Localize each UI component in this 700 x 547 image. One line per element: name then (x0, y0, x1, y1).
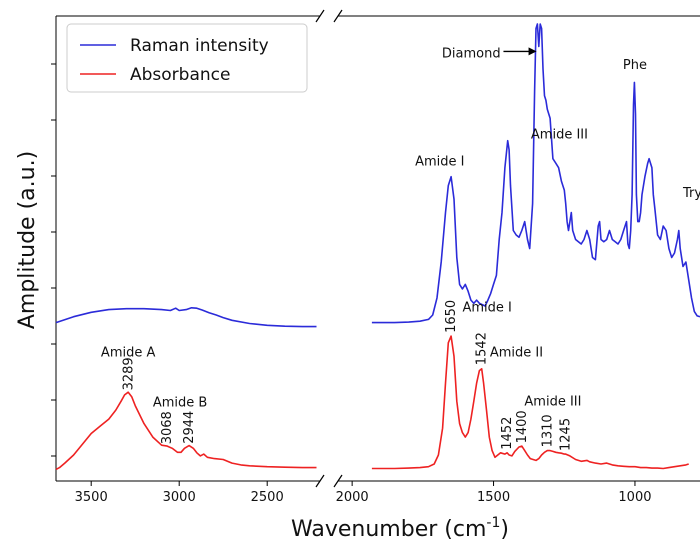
x-tick-label: 3500 (75, 490, 108, 505)
axis-break-mark (315, 9, 325, 23)
x-tick-label: 2000 (336, 490, 369, 505)
annotation-label: 3068 (160, 411, 175, 444)
annotation-label: 1400 (515, 410, 530, 443)
x-axis-title-main: Wavenumber (cm (291, 517, 486, 542)
annotation-label: 1542 (475, 332, 490, 365)
annotation-label: Amide III (524, 395, 581, 410)
axis-break-mark (333, 474, 343, 488)
legend-box (66, 23, 308, 93)
series-line-raman-intensity-left (55, 306, 317, 328)
axis-break-mark (333, 9, 343, 23)
annotation-label: Amide I (415, 154, 464, 169)
annotation-label: Phe (623, 58, 647, 73)
y-axis-title: Amplitude (a.u.) (15, 151, 40, 329)
annotation-label: Amide III (531, 127, 588, 142)
x-tick-label: 3000 (163, 490, 196, 505)
x-axis-title-sup: -1 (486, 515, 500, 531)
annotations: Amide A Amide B 3289 3068 2944 Amide I Amide I… (101, 9, 700, 488)
x-axis-title-close: ) (500, 517, 509, 542)
legend-label-raman: Raman intensity (130, 36, 269, 56)
series-line-absorbance-right (371, 335, 689, 470)
annotation-label: Amide A (101, 345, 156, 360)
legend: Raman intensity Absorbance (66, 23, 308, 93)
annotation-label: Try (682, 186, 700, 201)
plot-area-right: 2000 1500 1000 (336, 15, 700, 505)
legend-label-absorbance: Absorbance (130, 65, 230, 85)
x-tick-label: 1500 (477, 490, 510, 505)
annotation-label: Amide I (462, 300, 511, 315)
x-axis-title: Wavenumber (cm-1) (291, 515, 509, 542)
x-tick-label: 1000 (618, 490, 651, 505)
annotation-label: 1245 (559, 418, 574, 451)
annotation-label: 1310 (540, 414, 555, 447)
annotation-label: Amide B (153, 396, 207, 411)
axis-break-mark (315, 474, 325, 488)
annotation-label: 2944 (182, 411, 197, 444)
x-tick-label: 2500 (251, 490, 284, 505)
annotation-label: 3289 (121, 357, 136, 390)
annotation-label: 1650 (444, 300, 459, 333)
diamond-arrow-head (528, 47, 537, 56)
series-line-absorbance-left (55, 391, 317, 471)
plot-area-left: 3500 3000 2500 (51, 15, 320, 505)
annotation-label: Amide II (490, 345, 543, 360)
annotation-label: 1452 (500, 417, 515, 450)
series-line-raman-intensity-right (371, 23, 700, 324)
annotation-label: Diamond (442, 47, 501, 62)
